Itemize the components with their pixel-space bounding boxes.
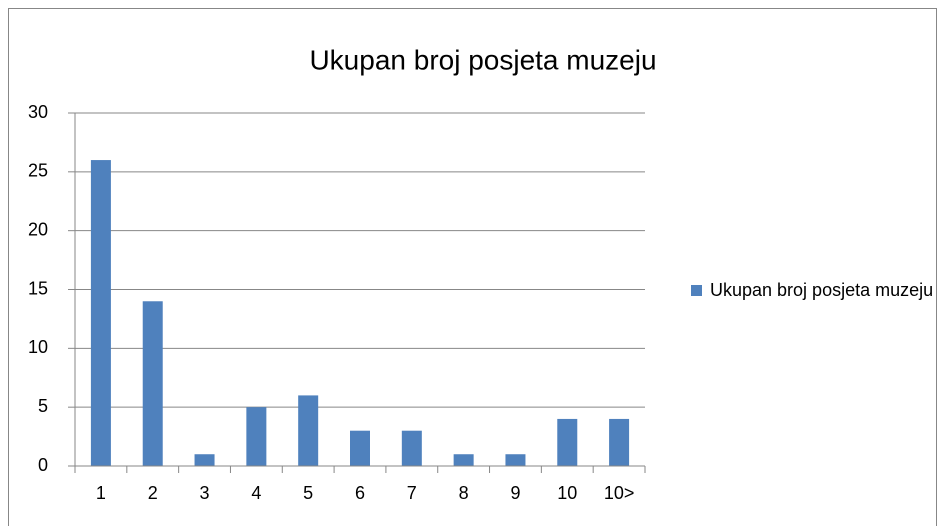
x-tick-label: 8	[459, 483, 469, 503]
x-tick-label: 3	[200, 483, 210, 503]
x-tick-label: 6	[355, 483, 365, 503]
bar	[194, 454, 215, 466]
bar	[557, 418, 578, 466]
y-tick-label: 25	[28, 161, 48, 181]
y-tick-label: 20	[28, 219, 48, 239]
y-tick-label: 5	[38, 396, 48, 416]
legend-label: Ukupan broj posjeta muzeju	[710, 280, 934, 300]
chart-border	[8, 8, 937, 526]
legend-swatch	[691, 285, 702, 296]
bar	[609, 418, 630, 466]
y-tick-label: 10	[28, 337, 48, 357]
bar	[142, 301, 163, 466]
bar	[350, 430, 370, 466]
bar	[298, 395, 319, 466]
x-tick-label: 10	[557, 483, 577, 503]
x-tick-label: 10>	[604, 483, 635, 503]
bar	[90, 160, 111, 467]
bar	[401, 430, 422, 466]
x-tick-label: 2	[148, 483, 158, 503]
y-tick-label: 15	[28, 278, 48, 298]
bar	[505, 454, 526, 466]
y-tick-label: 0	[38, 455, 48, 475]
x-tick-label: 4	[251, 483, 261, 503]
x-tick-label: 1	[96, 483, 106, 503]
x-tick-label: 5	[303, 483, 313, 503]
x-tick-label: 7	[407, 483, 417, 503]
bar	[453, 454, 474, 466]
y-tick-label: 30	[28, 102, 48, 122]
chart-title: Ukupan broj posjeta muzeju	[309, 44, 656, 75]
bar	[246, 407, 267, 466]
x-tick-label: 9	[510, 483, 520, 503]
